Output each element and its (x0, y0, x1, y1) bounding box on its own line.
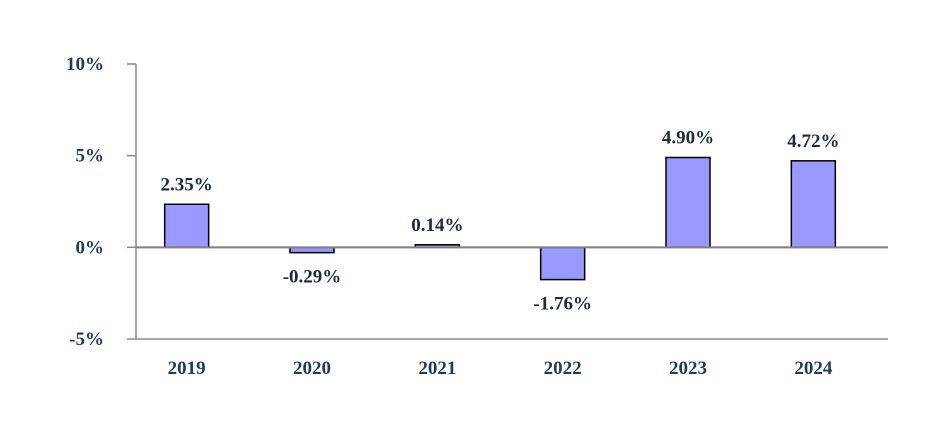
x-tick-label-2023: 2023 (669, 358, 707, 379)
x-axis-labels: 2019 2020 2021 2022 2023 2024 (168, 358, 833, 379)
bar-2024 (790, 160, 837, 249)
y-tick-label: 10% (66, 54, 104, 75)
x-tick-label-2024: 2024 (794, 358, 833, 379)
data-label-2023: 4.90% (662, 128, 714, 149)
y-tick-label: -5% (69, 329, 104, 350)
x-tick-label-2019: 2019 (168, 358, 206, 379)
data-label-2024: 4.72% (787, 131, 839, 152)
bar-2023 (665, 156, 711, 249)
data-labels: 2.35% -0.29% 0.14% -1.76% 4.90% 4.72% (161, 128, 840, 315)
bar-2019 (163, 203, 210, 249)
x-tick-label-2020: 2020 (293, 358, 331, 379)
bars (163, 156, 837, 281)
bar-2022 (539, 246, 586, 281)
y-tick-label: 0% (76, 237, 105, 258)
data-label-2020: -0.29% (283, 267, 342, 288)
data-label-2022: -1.76% (533, 294, 592, 315)
y-axis: 10% 5% 0% -5% (66, 54, 137, 350)
x-tick-label-2021: 2021 (418, 358, 456, 379)
data-label-2021: 0.14% (411, 215, 463, 236)
y-tick-label: 5% (76, 146, 105, 167)
x-tick-label-2022: 2022 (544, 358, 582, 379)
zero-axis (136, 246, 888, 340)
data-label-2019: 2.35% (161, 174, 213, 195)
